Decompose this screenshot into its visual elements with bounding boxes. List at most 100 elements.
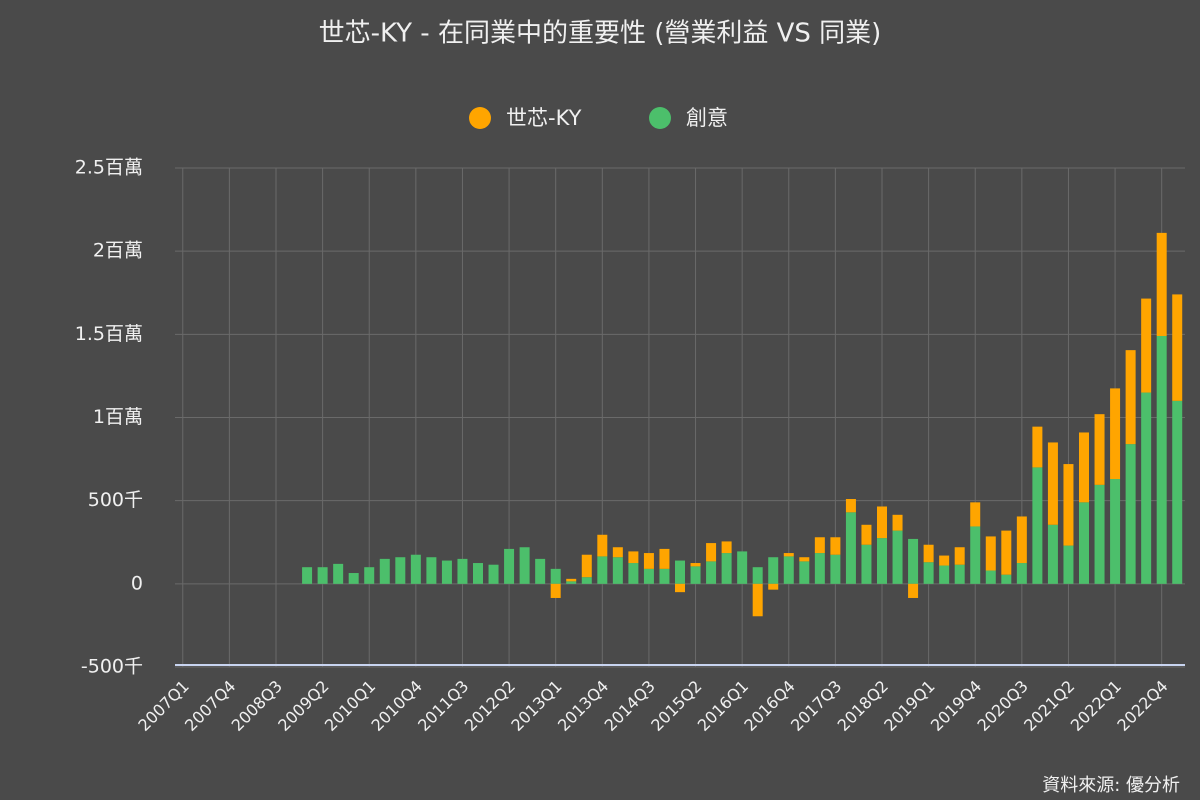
bar bbox=[985, 570, 996, 584]
bar bbox=[908, 583, 919, 598]
bar bbox=[504, 548, 515, 584]
bar bbox=[1141, 392, 1152, 584]
bar bbox=[706, 561, 717, 584]
bar bbox=[752, 583, 763, 617]
bar bbox=[550, 568, 561, 584]
bar bbox=[1079, 432, 1089, 503]
bar bbox=[1047, 442, 1058, 525]
bar bbox=[473, 563, 483, 584]
bar bbox=[643, 568, 654, 584]
bar bbox=[1172, 294, 1183, 401]
bar bbox=[954, 564, 965, 584]
x-tick-label: 2013Q4 bbox=[554, 677, 612, 735]
bar bbox=[441, 560, 452, 584]
bar bbox=[799, 561, 810, 584]
bar bbox=[892, 530, 903, 584]
bar bbox=[597, 534, 608, 557]
bar bbox=[302, 567, 313, 584]
bar bbox=[550, 583, 561, 598]
bar bbox=[768, 557, 779, 584]
bar bbox=[1125, 444, 1136, 584]
bar bbox=[675, 560, 685, 584]
bar bbox=[581, 577, 592, 584]
bar bbox=[1063, 464, 1074, 546]
bar bbox=[566, 578, 577, 582]
y-tick-label: 1.5百萬 bbox=[75, 323, 143, 345]
bar bbox=[939, 565, 950, 584]
bar bbox=[690, 566, 701, 584]
x-tick-label: 2019Q1 bbox=[880, 677, 938, 735]
bar bbox=[1141, 298, 1152, 393]
bar bbox=[923, 562, 934, 584]
bar bbox=[1032, 426, 1043, 468]
bar bbox=[581, 554, 592, 578]
bar bbox=[861, 524, 872, 545]
bar bbox=[1001, 574, 1012, 584]
x-tick-label: 2016Q1 bbox=[694, 677, 752, 735]
bar bbox=[892, 514, 903, 531]
x-tick-label: 2008Q3 bbox=[228, 677, 286, 735]
bar bbox=[379, 558, 390, 584]
chart-title: 世芯-KY - 在同業中的重要性 (營業利益 VS 同業) bbox=[319, 19, 882, 49]
x-tick-label: 2019Q4 bbox=[927, 677, 985, 735]
x-tick-label: 2010Q1 bbox=[321, 677, 379, 735]
bar bbox=[1110, 388, 1121, 480]
bar bbox=[675, 583, 685, 593]
bar bbox=[1047, 524, 1058, 584]
bar bbox=[1079, 502, 1089, 584]
legend-marker bbox=[469, 107, 491, 129]
bar bbox=[830, 554, 841, 584]
bar bbox=[830, 537, 841, 555]
x-tick-label: 2009Q2 bbox=[274, 677, 332, 735]
bar bbox=[612, 547, 623, 558]
bar bbox=[799, 557, 810, 562]
x-tick-label: 2020Q3 bbox=[974, 677, 1032, 735]
bar bbox=[348, 573, 359, 584]
bar bbox=[1016, 563, 1027, 584]
x-tick-label: 2015Q2 bbox=[647, 677, 705, 735]
x-tick-label: 2017Q3 bbox=[787, 677, 845, 735]
bar bbox=[721, 553, 732, 584]
bar bbox=[597, 556, 608, 584]
bar bbox=[1032, 467, 1043, 584]
bar bbox=[659, 568, 670, 584]
bar bbox=[1172, 400, 1183, 584]
bar bbox=[1094, 414, 1105, 485]
bar bbox=[457, 558, 468, 584]
bar bbox=[1156, 232, 1167, 336]
bar bbox=[566, 581, 577, 584]
bar bbox=[814, 537, 825, 554]
y-tick-label: -500千 bbox=[81, 656, 143, 678]
bar bbox=[706, 543, 717, 562]
x-tick-label: 2022Q1 bbox=[1067, 677, 1125, 735]
x-tick-label: 2021Q2 bbox=[1020, 677, 1078, 735]
bar bbox=[861, 544, 872, 584]
bar bbox=[1156, 335, 1167, 584]
bar bbox=[814, 553, 825, 584]
bar bbox=[519, 547, 530, 584]
bar bbox=[970, 526, 981, 584]
y-tick-label: 2.5百萬 bbox=[75, 157, 143, 179]
x-tick-label: 2016Q4 bbox=[740, 677, 798, 735]
bar bbox=[877, 506, 887, 539]
bar bbox=[410, 554, 421, 584]
bar bbox=[1125, 350, 1136, 445]
x-tick-label: 2014Q3 bbox=[601, 677, 659, 735]
bar bbox=[395, 557, 406, 584]
bar bbox=[923, 544, 934, 563]
bar bbox=[364, 567, 375, 584]
bar bbox=[659, 548, 670, 569]
x-tick-label: 2012Q2 bbox=[461, 677, 519, 735]
y-tick-label: 500千 bbox=[88, 489, 143, 511]
bar bbox=[333, 563, 344, 584]
x-tick-label: 2018Q2 bbox=[834, 677, 892, 735]
bar bbox=[985, 536, 996, 571]
bar bbox=[970, 502, 981, 527]
bar bbox=[737, 551, 748, 584]
bar bbox=[628, 563, 639, 584]
x-tick-label: 2007Q1 bbox=[134, 677, 192, 735]
bar bbox=[1063, 545, 1074, 584]
bar bbox=[1016, 516, 1027, 564]
bar bbox=[643, 553, 654, 569]
